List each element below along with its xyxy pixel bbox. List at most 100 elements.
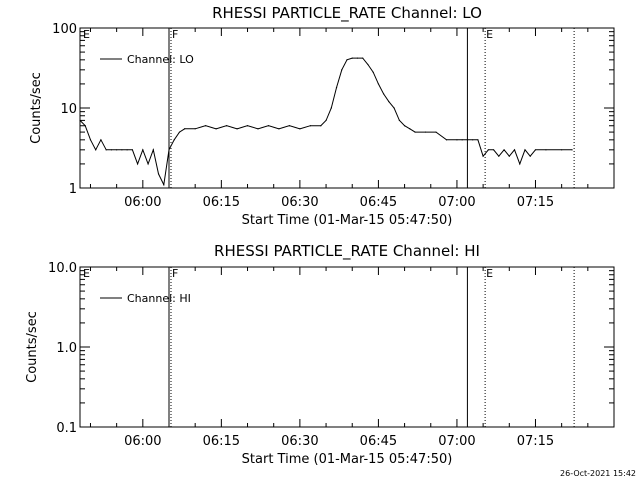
data-point (79, 119, 81, 121)
x-tick-label: 06:30 (281, 195, 318, 210)
y-tick-label: 10 (60, 102, 77, 117)
data-point (571, 149, 573, 151)
data-point (519, 163, 521, 165)
data-point (152, 149, 154, 151)
data-point (168, 149, 170, 151)
plot-frame (79, 27, 615, 189)
x-tick-label: 06:30 (281, 434, 318, 449)
y-tick-label: 1 (69, 182, 77, 197)
x-tick-label: 07:15 (517, 434, 554, 449)
data-point (393, 107, 395, 109)
plot-frame (79, 266, 615, 428)
x-tick-label: 07:00 (438, 434, 475, 449)
legend-label: Channel: LO (127, 53, 194, 66)
x-tick-label: 07:00 (438, 195, 475, 210)
data-point (267, 125, 270, 127)
data-point (346, 59, 348, 61)
data-point (524, 149, 526, 151)
data-point (362, 57, 364, 59)
annotation-label: F (172, 267, 178, 280)
data-point (482, 155, 484, 157)
data-point (403, 125, 406, 127)
data-point (126, 149, 128, 151)
data-point (257, 128, 259, 130)
x-tick-label: 06:45 (360, 434, 397, 449)
hi-channel-panel: RHESSI PARTICLE_RATE Channel: HI Start Ti… (25, 242, 615, 467)
data-point (335, 86, 338, 89)
data-point (398, 119, 400, 121)
y-axis-label: Counts/sec (25, 311, 40, 383)
data-point (184, 128, 186, 130)
data-point (472, 139, 474, 141)
data-point (278, 128, 280, 130)
legend-label: Channel: HI (127, 292, 191, 305)
annotation-label: E (486, 267, 493, 280)
x-tick-label: 06:45 (360, 195, 397, 210)
data-point (513, 149, 516, 151)
data-point (545, 149, 547, 151)
data-point (116, 149, 118, 151)
annotation-label: E (83, 267, 90, 280)
data-point (246, 125, 249, 127)
data-point (498, 155, 500, 157)
data-point (330, 107, 332, 109)
y-tick-label: 1.0 (56, 341, 77, 356)
data-point (225, 125, 228, 127)
data-point (487, 149, 489, 151)
data-point (136, 163, 139, 165)
data-point (84, 125, 86, 127)
lo-channel-panel: RHESSI PARTICLE_RATE Channel: LO Start Ti… (29, 4, 615, 228)
x-tick-label: 06:00 (124, 434, 161, 449)
data-point (163, 184, 165, 186)
x-axis-label: Start Time (01-Mar-15 05:47:50) (242, 452, 453, 467)
data-point (320, 125, 322, 127)
data-point (142, 149, 144, 151)
data-point (100, 139, 102, 141)
data-point (205, 125, 207, 127)
data-point (236, 128, 238, 130)
data-point (325, 119, 327, 121)
data-point (529, 155, 531, 157)
data-point (445, 139, 448, 141)
y-tick-label: 100 (52, 22, 77, 37)
data-point (147, 163, 149, 165)
data-point (173, 139, 175, 141)
data-point (503, 149, 505, 151)
series-line (79, 57, 573, 187)
data-point (388, 101, 390, 103)
data-point (95, 149, 97, 151)
annotation-label: E (486, 28, 493, 41)
data-point (288, 125, 291, 127)
data-point (131, 149, 133, 151)
data-point (377, 83, 380, 85)
data-point (534, 149, 537, 151)
data-point (215, 128, 217, 130)
data-point (194, 128, 196, 130)
data-point (466, 139, 469, 141)
footer-timestamp: 26-Oct-2021 15:42 (560, 469, 636, 478)
x-tick-label: 06:00 (124, 195, 161, 210)
chart-title: RHESSI PARTICLE_RATE Channel: LO (212, 4, 482, 23)
data-point (461, 139, 463, 141)
data-point (89, 139, 92, 141)
data-point (492, 149, 495, 151)
data-point (367, 63, 369, 66)
data-point (341, 69, 343, 71)
data-point (356, 57, 359, 59)
data-point (477, 139, 479, 141)
data-point (409, 128, 411, 130)
chart-title: RHESSI PARTICLE_RATE Channel: HI (214, 242, 480, 261)
data-point (424, 131, 427, 133)
data-point (383, 93, 385, 95)
data-point (435, 131, 437, 133)
data-point (414, 131, 416, 133)
y-axis-label: Counts/sec (29, 72, 44, 144)
data-point (351, 57, 353, 59)
data-point (178, 131, 181, 133)
y-tick-label: 10.0 (48, 261, 77, 276)
data-point (508, 155, 510, 157)
x-tick-label: 06:15 (203, 195, 240, 210)
x-tick-label: 06:15 (203, 434, 240, 449)
x-tick-label: 07:15 (517, 195, 554, 210)
